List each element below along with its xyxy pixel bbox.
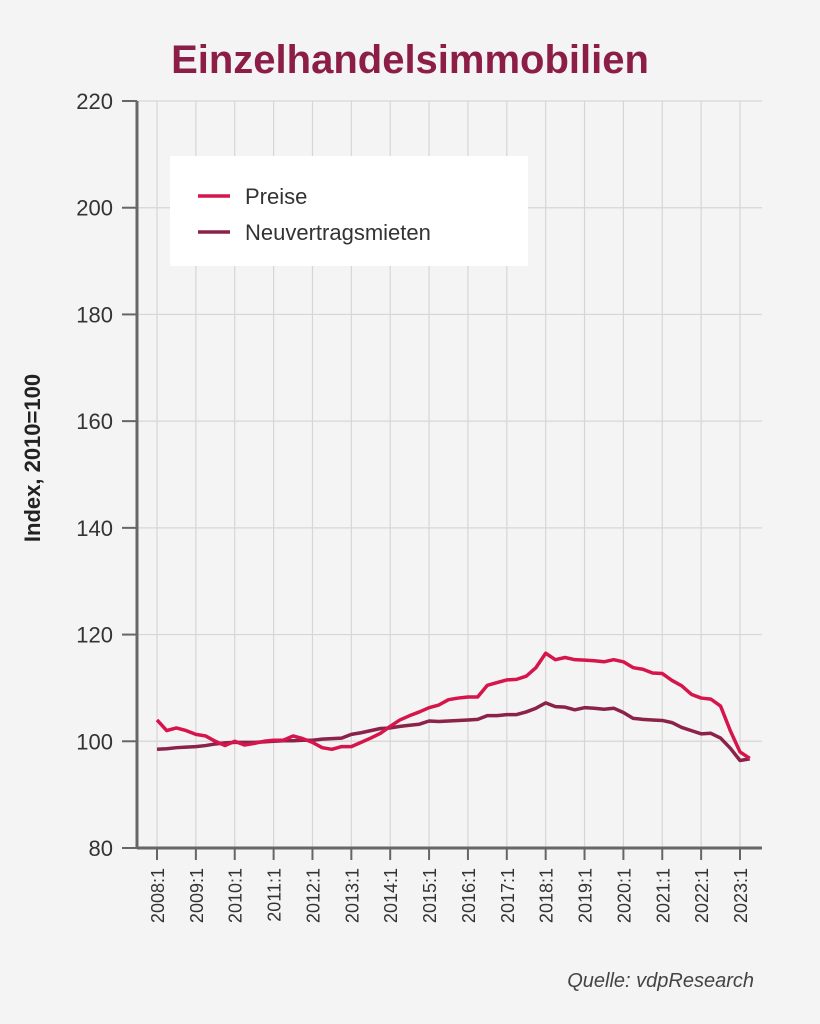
series-line-neuvertragsmieten [156, 701, 751, 763]
legend-label: Preise [245, 184, 307, 209]
legend: Preise Neuvertragsmieten [170, 156, 528, 266]
x-tick-label: 2013:1 [342, 868, 362, 923]
chart-title: Einzelhandelsimmobilien [171, 38, 649, 82]
y-tick-label: 200 [76, 196, 113, 221]
x-tick-label: 2008:1 [148, 868, 168, 923]
x-tick-label: 2019:1 [576, 868, 596, 923]
x-tick-label: 2009:1 [187, 868, 207, 923]
y-tick-label: 180 [76, 302, 113, 327]
y-axis-label: Index, 2010=100 [20, 374, 45, 542]
y-tick-label: 220 [76, 89, 113, 114]
y-tick-label: 120 [76, 623, 113, 648]
x-tick-label: 2014:1 [381, 868, 401, 923]
y-tick-label: 100 [76, 729, 113, 754]
x-tick-label: 2018:1 [537, 868, 557, 923]
x-tick-label: 2011:1 [265, 868, 285, 922]
legend-box [170, 156, 528, 266]
x-tick-label: 2020:1 [614, 868, 634, 923]
y-tick-label: 160 [76, 409, 113, 434]
x-tick-label: 2023:1 [731, 868, 751, 923]
series-line-preise [155, 651, 751, 760]
x-tick-label: 2012:1 [303, 868, 323, 923]
x-tick-label: 2016:1 [459, 868, 479, 923]
source-note: Quelle: vdpResearch [567, 970, 754, 992]
y-tick-label: 140 [76, 516, 113, 541]
x-tick-label: 2017:1 [498, 868, 518, 923]
x-tick-label: 2015:1 [420, 868, 440, 923]
y-tick-label: 80 [89, 836, 113, 861]
x-tick-label: 2010:1 [226, 868, 246, 923]
legend-label: Neuvertragsmieten [245, 220, 431, 245]
x-tick-label: 2022:1 [692, 868, 712, 923]
x-tick-label: 2021:1 [653, 868, 673, 923]
